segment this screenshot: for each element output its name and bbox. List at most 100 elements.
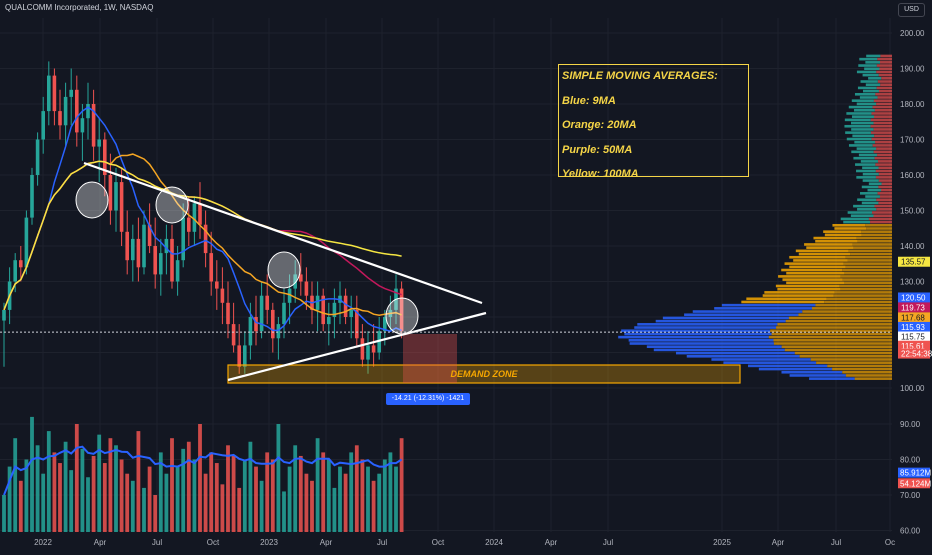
profile-bar: [875, 140, 892, 144]
profile-bar: [865, 223, 892, 227]
volume-bar: [63, 441, 68, 532]
profile-bar: [655, 319, 786, 323]
profile-bar: [862, 166, 879, 170]
profile-bar: [875, 176, 892, 179]
volume-bar: [310, 480, 314, 532]
profile-bar: [881, 77, 892, 80]
y-tick-label: 200.00: [900, 29, 925, 38]
profile-bar: [880, 188, 892, 192]
price-tag-label: 22:54:38: [901, 350, 932, 359]
candle-body: [103, 139, 107, 175]
profile-bar: [878, 172, 892, 176]
profile-bar: [876, 70, 892, 74]
ma-legend-box: SIMPLE MOVING AVERAGES: Blue: 9MA Orange…: [558, 64, 749, 180]
profile-bar: [856, 70, 877, 74]
profile-bar: [862, 172, 879, 176]
volume-tag: [898, 467, 930, 478]
candle-body: [304, 281, 309, 296]
profile-bar: [852, 243, 892, 246]
profile-bar: [873, 99, 892, 102]
profile-bar: [877, 80, 892, 83]
candle-body: [114, 182, 118, 211]
volume-bar: [382, 459, 387, 532]
candle-body: [215, 281, 219, 289]
volume-tick-label: 90.00: [900, 420, 921, 429]
profile-bar: [789, 374, 846, 377]
profile-bar: [870, 131, 892, 134]
profile-bar: [873, 150, 892, 154]
candle-body: [131, 238, 135, 261]
candle-body: [203, 224, 208, 254]
volume-bar: [114, 445, 118, 532]
candle-body: [170, 238, 174, 282]
y-tick-label: 180.00: [900, 100, 925, 109]
profile-bar: [834, 291, 892, 294]
candle-body: [287, 288, 292, 303]
volume-bar: [371, 480, 376, 532]
y-tick-label: 190.00: [900, 65, 925, 74]
profile-bar: [873, 128, 892, 131]
volume-bar: [366, 466, 370, 532]
profile-bar: [853, 108, 875, 112]
candle-body: [187, 217, 191, 232]
price-tag-label: 115.75: [901, 333, 925, 342]
profile-bar: [799, 354, 892, 358]
volume-tag-label: 54.124M: [900, 479, 931, 488]
profile-bar: [856, 169, 876, 173]
candle-body: [142, 224, 146, 268]
profile-bar: [844, 271, 892, 275]
profile-bar: [850, 121, 874, 125]
volume-bar: [282, 491, 286, 532]
ma-legend-20: Orange: 20MA: [562, 119, 637, 131]
profile-bar: [785, 319, 892, 323]
profile-bar: [853, 246, 892, 249]
profile-bar: [844, 281, 892, 285]
profile-bar: [850, 252, 892, 256]
x-tick-label: Oct: [207, 538, 220, 547]
candle-body: [192, 203, 197, 232]
volume-bar: [265, 452, 270, 532]
profile-bar: [878, 89, 892, 93]
profile-bar: [721, 303, 816, 307]
profile-bar: [878, 166, 892, 170]
grid: [0, 18, 892, 532]
profile-bar: [865, 83, 881, 87]
volume-bar: [58, 463, 62, 532]
profile-bar: [653, 348, 785, 352]
ma-legend-title: SIMPLE MOVING AVERAGES:: [562, 70, 718, 82]
profile-bar: [777, 287, 841, 291]
profile-bar: [861, 230, 892, 233]
volume-bar: [30, 416, 34, 532]
currency-button[interactable]: USD: [898, 3, 925, 17]
profile-bar: [861, 185, 879, 189]
profile-bar: [795, 249, 849, 253]
profile-bar: [794, 351, 892, 355]
price-tag: [898, 256, 930, 267]
profile-bar: [873, 121, 892, 125]
ma-20-line: [3, 153, 402, 316]
price-tag: [898, 348, 930, 359]
candle-body: [399, 288, 404, 332]
volume-bar: [259, 480, 264, 532]
x-tick-label: Jul: [603, 538, 613, 547]
profile-bar: [634, 326, 777, 329]
profile-bar: [870, 220, 892, 224]
profile-bar: [784, 262, 844, 265]
x-tick-label: Apr: [94, 538, 107, 547]
profile-bar: [842, 370, 892, 374]
candle-body: [97, 139, 101, 147]
volume-bar: [74, 424, 79, 532]
profile-bar: [880, 54, 892, 58]
profile-bar: [844, 124, 871, 128]
profile-bar: [628, 339, 774, 342]
profile-bar: [851, 128, 874, 131]
volume-bar: [181, 448, 186, 532]
highlight-circle: [75, 181, 109, 219]
profile-bar: [847, 259, 892, 262]
profile-bar: [874, 204, 892, 208]
profile-bar: [878, 201, 892, 205]
demand-zone-label: DEMAND ZONE: [450, 369, 518, 379]
volume-bar: [214, 463, 219, 532]
